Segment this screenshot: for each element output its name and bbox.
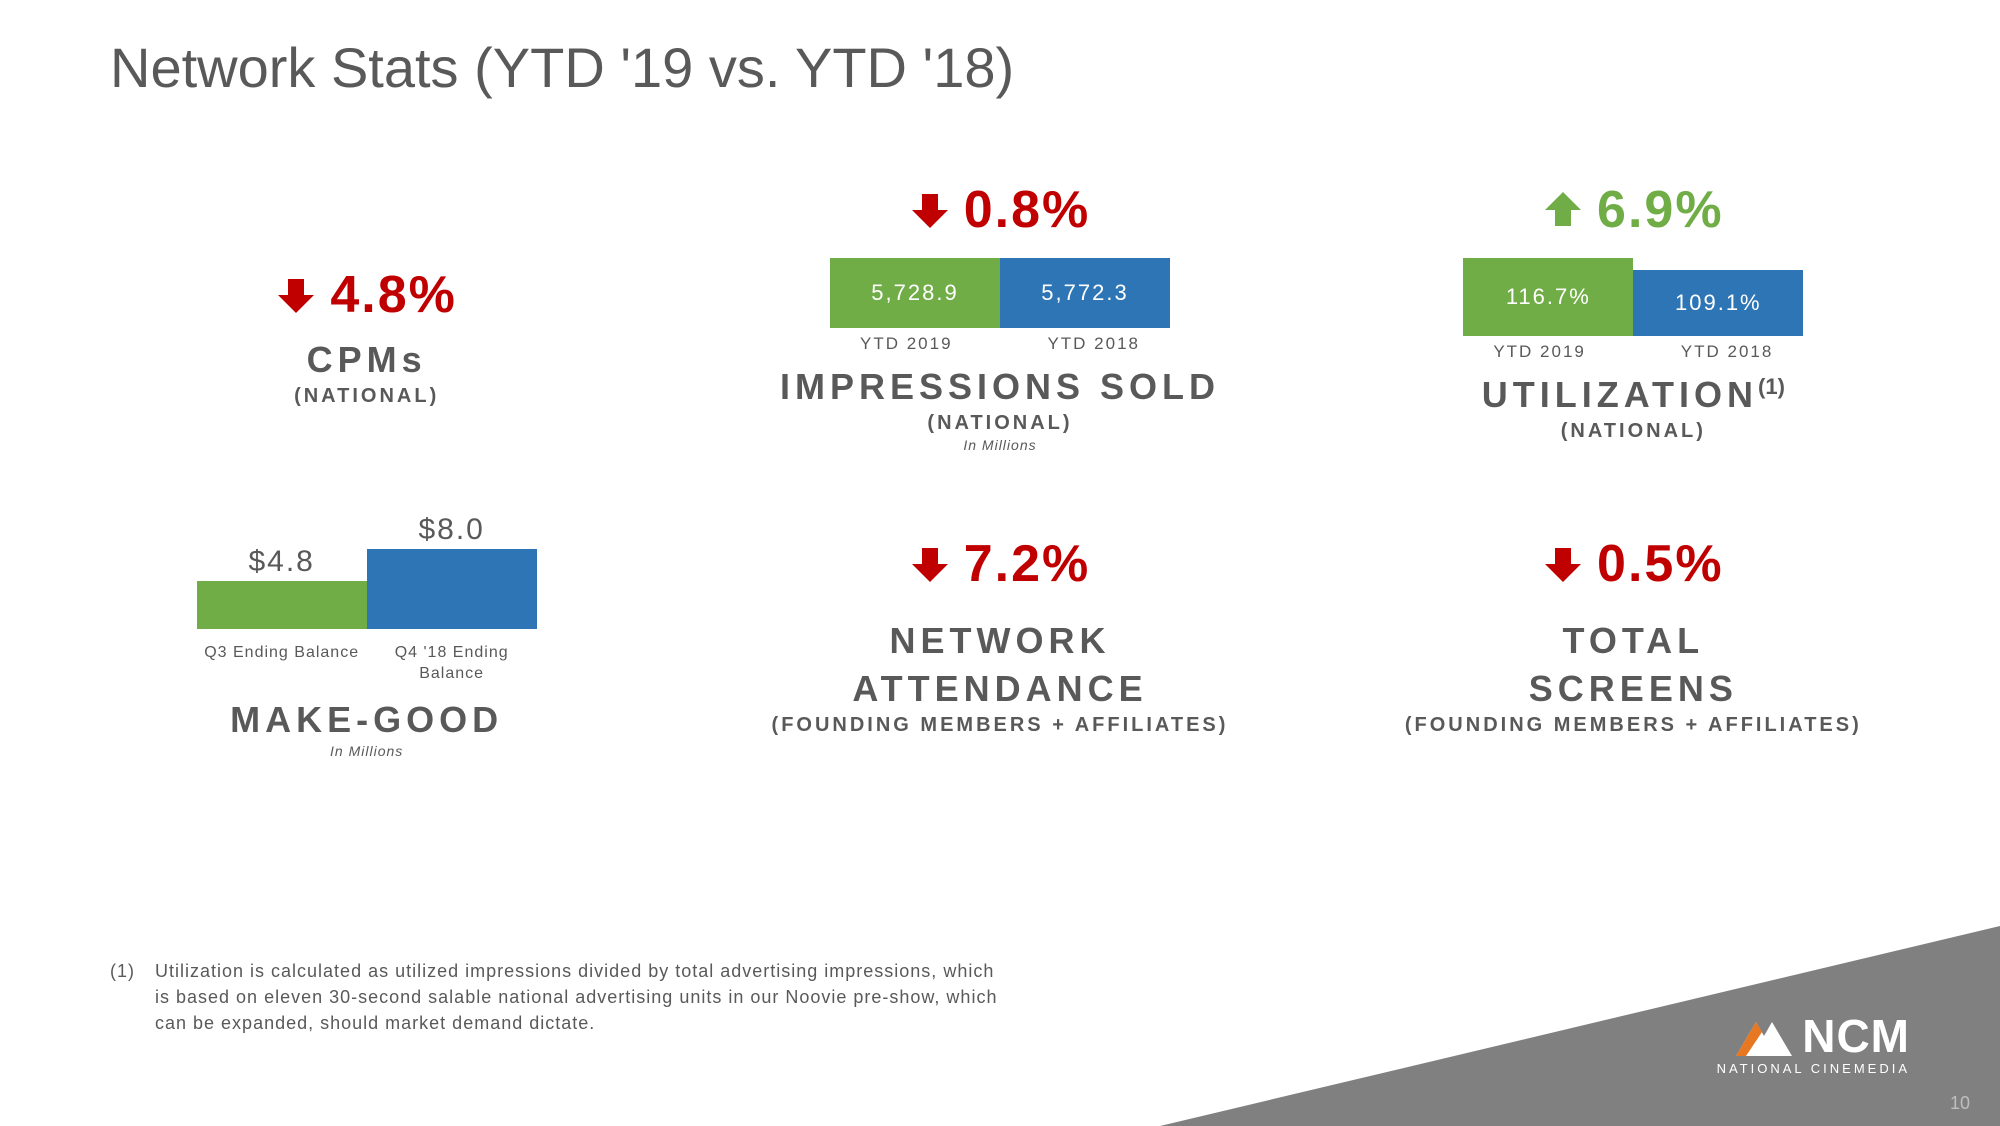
- cpms-title: CPMs: [307, 339, 427, 381]
- stats-grid: 4.8% CPMs (NATIONAL) 0.8% 5,728.9 5,772.…: [110, 180, 1890, 759]
- makegood-fine: In Millions: [330, 743, 403, 759]
- attendance-delta-row: 7.2%: [910, 534, 1091, 594]
- makegood-labels: Q3 Ending Balance Q4 '18 Ending Balance: [197, 643, 537, 685]
- impressions-bar-left-label: YTD 2019: [860, 334, 953, 354]
- impressions-bars: 5,728.9 5,772.3: [830, 258, 1170, 328]
- impressions-title: IMPRESSIONS SOLD: [780, 366, 1220, 408]
- logo-text: NCM: [1802, 1009, 1910, 1063]
- page-number: 10: [1950, 1093, 1970, 1114]
- utilization-cell: 6.9% 116.7% 109.1% YTD 2019 YTD 2018 UTI…: [1377, 180, 1890, 453]
- attendance-title2: ATTENDANCE: [852, 668, 1147, 710]
- utilization-sub: (NATIONAL): [1561, 420, 1706, 443]
- cpms-delta: 4.8%: [330, 265, 457, 325]
- utilization-title: UTILIZATION(1): [1482, 374, 1785, 416]
- utilization-bar-left-label: YTD 2019: [1493, 342, 1586, 362]
- makegood-bars: [197, 549, 537, 629]
- attendance-cell: 7.2% NETWORK ATTENDANCE (FOUNDING MEMBER…: [743, 513, 1256, 759]
- impressions-bar-right: 5,772.3: [1000, 258, 1170, 328]
- attendance-delta: 7.2%: [964, 534, 1091, 594]
- utilization-bar-left: 116.7%: [1463, 258, 1633, 336]
- impressions-delta: 0.8%: [964, 180, 1091, 240]
- makegood-label-left: Q3 Ending Balance: [202, 643, 362, 685]
- utilization-bar-labels: YTD 2019 YTD 2018: [1463, 342, 1803, 362]
- utilization-delta: 6.9%: [1597, 180, 1724, 240]
- footnote-text: Utilization is calculated as utilized im…: [155, 958, 1010, 1036]
- slide-title: Network Stats (YTD '19 vs. YTD '18): [110, 35, 1014, 100]
- impressions-bar-right-label: YTD 2018: [1047, 334, 1140, 354]
- makegood-bar-right: [367, 549, 537, 629]
- makegood-label-right: Q4 '18 Ending Balance: [372, 643, 532, 685]
- screens-title1: TOTAL: [1562, 620, 1704, 662]
- down-arrow-icon: [910, 544, 950, 584]
- screens-title2: SCREENS: [1529, 668, 1738, 710]
- impressions-delta-row: 0.8%: [910, 180, 1091, 240]
- makegood-bar-left: [197, 581, 367, 629]
- screens-delta: 0.5%: [1597, 534, 1724, 594]
- makegood-title: MAKE-GOOD: [230, 699, 503, 741]
- logo-icon: [1736, 1016, 1792, 1056]
- utilization-bar-right-label: YTD 2018: [1681, 342, 1774, 362]
- attendance-sub: (FOUNDING MEMBERS + AFFILIATES): [772, 714, 1229, 737]
- cpms-sub: (NATIONAL): [294, 385, 439, 408]
- down-arrow-icon: [1543, 544, 1583, 584]
- footnote-num: (1): [110, 958, 135, 1036]
- cpms-cell: 4.8% CPMs (NATIONAL): [110, 180, 623, 453]
- logo-sub: NATIONAL CINEMEDIA: [1717, 1061, 1910, 1076]
- impressions-cell: 0.8% 5,728.9 5,772.3 YTD 2019 YTD 2018 I…: [743, 180, 1256, 453]
- impressions-sub: (NATIONAL): [927, 412, 1072, 435]
- impressions-bar-left: 5,728.9: [830, 258, 1000, 328]
- makegood-cell: $4.8 $8.0 Q3 Ending Balance Q4 '18 Endin…: [110, 473, 623, 759]
- utilization-bar-right: 109.1%: [1633, 270, 1803, 336]
- logo: NCM NATIONAL CINEMEDIA: [1717, 1009, 1910, 1076]
- screens-cell: 0.5% TOTAL SCREENS (FOUNDING MEMBERS + A…: [1377, 513, 1890, 759]
- cpms-delta-row: 4.8%: [276, 265, 457, 325]
- screens-sub: (FOUNDING MEMBERS + AFFILIATES): [1405, 714, 1862, 737]
- impressions-bar-labels: YTD 2019 YTD 2018: [830, 334, 1170, 354]
- down-arrow-icon: [276, 275, 316, 315]
- down-arrow-icon: [910, 190, 950, 230]
- utilization-bars: 116.7% 109.1%: [1463, 258, 1803, 336]
- footnote: (1) Utilization is calculated as utilize…: [110, 958, 1010, 1036]
- up-arrow-icon: [1543, 190, 1583, 230]
- impressions-fine: In Millions: [963, 437, 1036, 453]
- utilization-title-text: UTILIZATION: [1482, 374, 1758, 415]
- utilization-sup: (1): [1758, 374, 1785, 399]
- screens-delta-row: 0.5%: [1543, 534, 1724, 594]
- attendance-title1: NETWORK: [890, 620, 1111, 662]
- utilization-delta-row: 6.9%: [1543, 180, 1724, 240]
